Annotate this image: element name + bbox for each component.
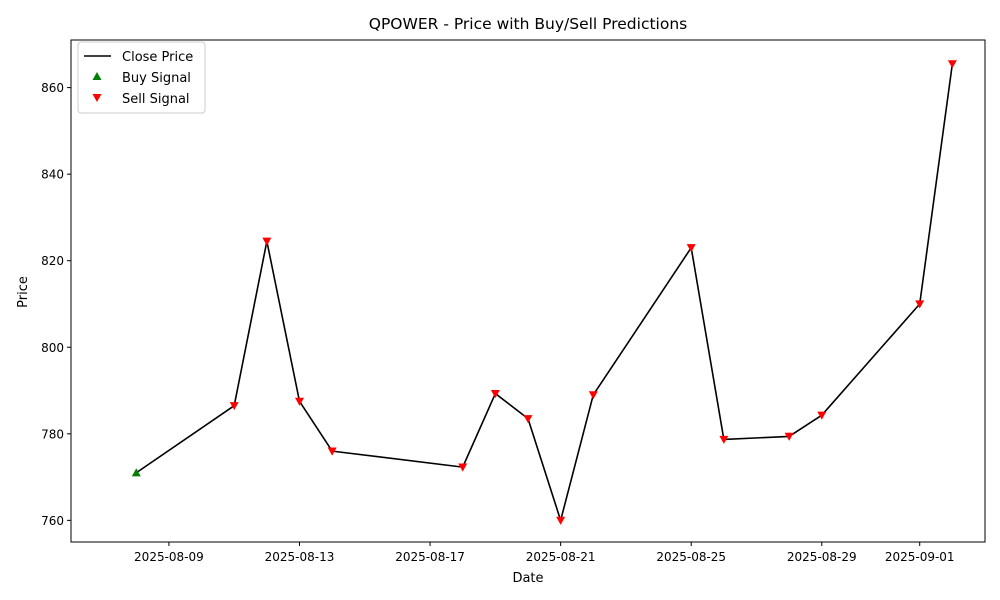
sell-signal-marker <box>784 432 794 441</box>
x-tick-label: 2025-08-21 <box>526 550 596 564</box>
sell-signal-marker <box>588 391 598 400</box>
legend-label-sell-signal: Sell Signal <box>122 92 190 107</box>
legend-buy-marker <box>92 72 102 80</box>
x-tick-label: 2025-08-17 <box>395 550 465 564</box>
plot-area <box>131 60 957 525</box>
sell-signal-marker <box>719 435 729 444</box>
x-tick-label: 2025-08-29 <box>787 550 857 564</box>
legend-sell-marker <box>92 94 102 102</box>
sell-signal-marker <box>915 300 925 309</box>
x-tick-label: 2025-08-25 <box>656 550 726 564</box>
sell-signal-marker <box>523 415 533 424</box>
sell-signal-marker <box>295 397 304 406</box>
legend-label-close-price: Close Price <box>122 50 193 65</box>
sell-signal-marker <box>686 244 696 253</box>
chart-title: QPOWER - Price with Buy/Sell Predictions <box>369 15 687 33</box>
legend-frame <box>77 41 206 114</box>
axes: 2025-08-09 2025-08-13 2025-08-17 2025-08-21… <box>41 39 986 564</box>
y-tick-label: 820 <box>41 254 64 268</box>
sell-signal-marker <box>262 237 272 246</box>
x-tick-label: 2025-09-01 <box>885 550 955 564</box>
sell-signal-marker <box>229 402 239 411</box>
y-axis-label: Price <box>16 276 31 308</box>
y-tick-label: 860 <box>41 81 64 95</box>
x-tick-label: 2025-08-13 <box>265 550 335 564</box>
buy-signal-marker <box>131 468 141 477</box>
legend: Close Price Buy Signal Sell Signal <box>77 41 206 114</box>
sell-signal-marker <box>947 60 957 69</box>
sell-signal-marker <box>556 516 566 525</box>
close-price-line <box>135 63 954 522</box>
sell-signal-marker <box>490 389 500 399</box>
sell-signal-marker <box>458 463 468 472</box>
y-tick-label: 760 <box>41 514 64 528</box>
y-tick-label: 780 <box>41 427 64 441</box>
x-axis-label: Date <box>512 571 543 586</box>
sell-signal-marker <box>817 411 827 420</box>
legend-label-buy-signal: Buy Signal <box>122 71 191 86</box>
axes-frame <box>70 39 986 543</box>
y-tick-label: 800 <box>41 341 64 355</box>
y-tick-label: 840 <box>41 168 64 182</box>
x-tick-label: 2025-08-09 <box>134 550 204 564</box>
sell-signal-marker <box>327 447 337 456</box>
